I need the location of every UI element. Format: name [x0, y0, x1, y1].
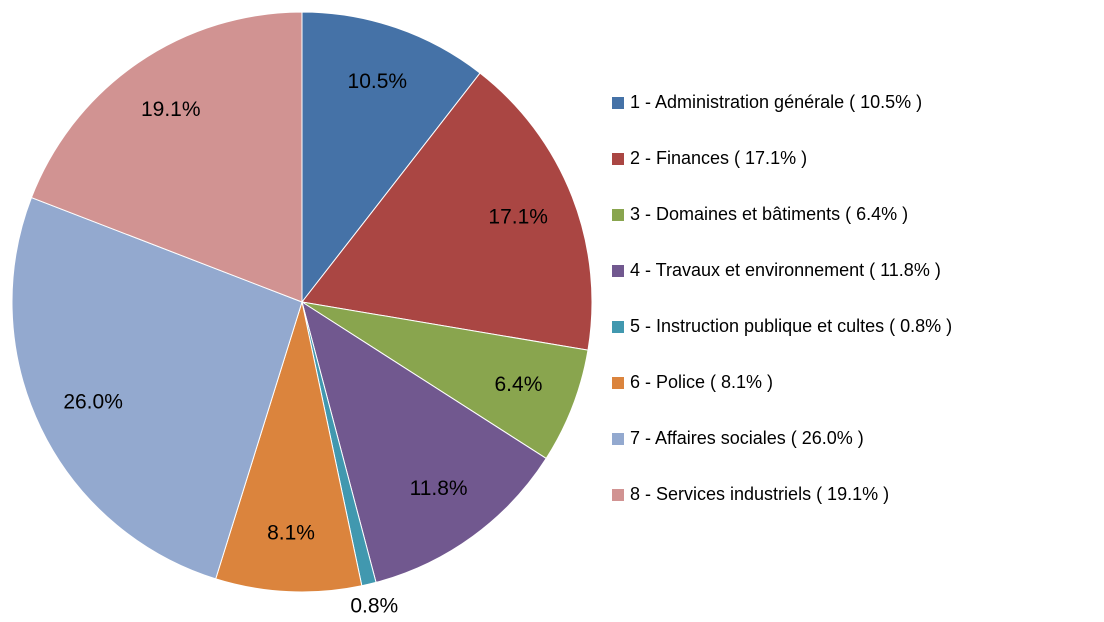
legend-label: 3 - Domaines et bâtiments ( 6.4% ) — [630, 204, 908, 224]
legend-swatch — [612, 321, 624, 333]
pie-slice — [30, 11, 303, 303]
data-label: 17.1% — [488, 205, 548, 228]
legend-label: 7 - Affaires sociales ( 26.0% ) — [630, 428, 864, 448]
legend-swatch — [612, 153, 624, 165]
data-label: 0.8% — [350, 594, 398, 617]
pie-slice — [215, 300, 363, 593]
legend-label: 4 - Travaux et environnement ( 11.8% ) — [630, 260, 941, 280]
data-label: 8.1% — [267, 521, 315, 544]
pie-slice — [301, 72, 593, 351]
data-label: 6.4% — [495, 373, 543, 396]
data-label: 19.1% — [141, 98, 201, 121]
legend-swatch — [612, 209, 624, 221]
legend-label: 8 - Services industriels ( 19.1% ) — [630, 484, 889, 504]
data-label: 26.0% — [63, 390, 123, 413]
legend-label: 1 - Administration générale ( 10.5% ) — [630, 92, 922, 112]
legend-swatch — [612, 489, 624, 501]
legend-swatch — [612, 377, 624, 389]
legend-swatch — [612, 97, 624, 109]
legend-label: 2 - Finances ( 17.1% ) — [630, 148, 807, 168]
pie-slice — [301, 300, 547, 584]
pie-slice — [11, 196, 303, 580]
legend-label: 5 - Instruction publique et cultes ( 0.8… — [630, 316, 952, 336]
pie-slice — [301, 301, 589, 460]
legend-label: 6 - Police ( 8.1% ) — [630, 372, 773, 392]
legend-swatch — [612, 265, 624, 277]
data-label: 11.8% — [410, 477, 468, 500]
data-label: 10.5% — [348, 70, 408, 93]
legend-swatch — [612, 433, 624, 445]
pie-slice — [301, 11, 481, 304]
